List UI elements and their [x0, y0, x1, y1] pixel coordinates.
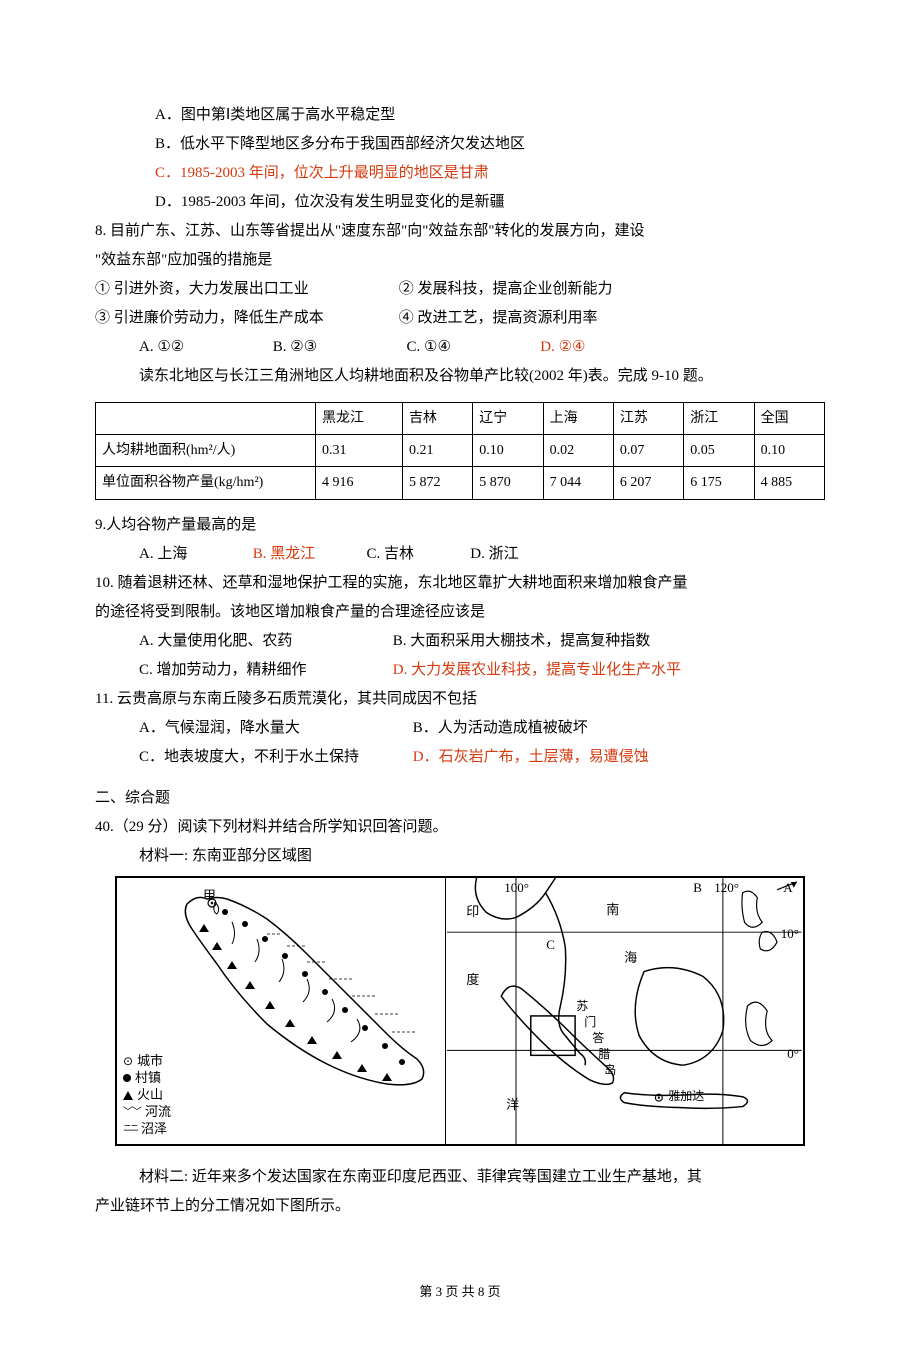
q7-option-c: C．1985-2003 年间，位次上升最明显的地区是甘肃	[95, 160, 825, 187]
material-2-line2: 产业链环节上的分工情况如下图所示。	[95, 1193, 825, 1220]
map-right-panel: 100° 120° B A 10° 0° C 印 度 洋 南 海 苏 门 答 腊…	[446, 878, 803, 1144]
q40-stem: 40.（29 分）阅读下列材料并结合所学知识回答问题。	[95, 814, 825, 841]
table-cell: 5 870	[473, 467, 543, 499]
q11-option-b: B．人为活动造成植被破坏	[413, 715, 588, 742]
volcano-symbol-icon	[123, 1091, 133, 1100]
point-a-label: A	[783, 876, 792, 899]
table-row: 单位面积谷物产量(kg/hm²) 4 916 5 872 5 870 7 044…	[96, 467, 825, 499]
sea-char-hai: 海	[624, 946, 637, 969]
q8-item-1: ① 引进外资，大力发展出口工业	[95, 276, 395, 303]
q8-item-2: ② 发展科技，提高企业创新能力	[399, 281, 613, 297]
point-b-label: B	[693, 876, 702, 899]
q11-stem: 11. 云贵高原与东南丘陵多石质荒漠化，其共同成因不包括	[95, 686, 825, 713]
q10-option-d: D. 大力发展农业科技，提高专业化生产水平	[393, 657, 681, 684]
sea-char-nan: 南	[606, 898, 619, 921]
q10-option-c: C. 增加劳动力，精耕细作	[139, 657, 389, 684]
point-c-label: C	[546, 933, 555, 956]
swamp-symbol-icon: ニニ	[123, 1123, 137, 1135]
city-symbol-icon: ⊙	[123, 1054, 133, 1070]
page-footer: 第 3 页 共 8 页	[95, 1280, 825, 1303]
q11-option-a: A．气候湿润，降水量大	[139, 715, 409, 742]
table-intro: 读东北地区与长江三角洲地区人均耕地面积及谷物单产比较(2002 年)表。完成 9…	[95, 363, 825, 390]
table-cell: 0.07	[613, 435, 683, 467]
q9-stem: 9.人均谷物产量最高的是	[95, 512, 825, 539]
table-cell: 0.10	[754, 435, 824, 467]
q8-option-a: A. ①②	[139, 334, 269, 361]
q7-option-a: A．图中第Ⅰ类地区属于高水平稳定型	[95, 102, 825, 129]
legend-river: 河流	[145, 1104, 171, 1121]
legend-swamp: 沼泽	[141, 1121, 167, 1138]
q8-item-3: ③ 引进廉价劳动力，降低生产成本	[95, 305, 395, 332]
q7-option-d: D．1985-2003 年间，位次没有发生明显变化的是新疆	[95, 189, 825, 216]
q8-stem-line1: 8. 目前广东、江苏、山东等省提出从"速度东部"向"效益东部"转化的发展方向，建…	[95, 218, 825, 245]
lon-120-label: 120°	[714, 876, 739, 899]
table-cell: 4 885	[754, 467, 824, 499]
material-2-line1: 材料二: 近年来多个发达国家在东南亚印度尼西亚、菲律宾等国建立工业生产基地，其	[95, 1164, 825, 1191]
data-table: 黑龙江 吉林 辽宁 上海 江苏 浙江 全国 人均耕地面积(hm²/人) 0.31…	[95, 402, 825, 500]
q8-option-b: B. ②③	[273, 334, 403, 361]
q9-option-d: D. 浙江	[470, 541, 518, 568]
table-cell: 6 207	[613, 467, 683, 499]
section-2-title: 二、综合题	[95, 785, 825, 812]
lat-10-label: 10°	[781, 922, 799, 945]
q10-stem-line2: 的途径将受到限制。该地区增加粮食产量的合理途径应该是	[95, 599, 825, 626]
table-header-cell: 江苏	[613, 403, 683, 435]
map-figure: 甲 ⊙城市 村镇 火山 ﹀﹀ 河流 ニニ沼泽	[115, 876, 805, 1146]
jakarta-label: 雅加达	[668, 1086, 704, 1108]
map-label-jia: 甲	[203, 884, 216, 907]
q9-option-a: A. 上海	[139, 541, 249, 568]
lon-100-label: 100°	[504, 876, 529, 899]
table-cell: 6 175	[684, 467, 754, 499]
table-header-cell: 辽宁	[473, 403, 543, 435]
q9-option-b: B. 黑龙江	[253, 541, 363, 568]
table-cell: 0.21	[402, 435, 472, 467]
table-cell: 0.02	[543, 435, 613, 467]
table-header-cell	[96, 403, 316, 435]
map-legend: ⊙城市 村镇 火山 ﹀﹀ 河流 ニニ沼泽	[123, 1053, 171, 1137]
table-cell: 人均耕地面积(hm²/人)	[96, 435, 316, 467]
q11-option-c: C．地表坡度大，不利于水土保持	[139, 744, 409, 771]
q10-option-a: A. 大量使用化肥、农药	[139, 628, 389, 655]
q10-option-b: B. 大面积采用大棚技术，提高复种指数	[393, 628, 651, 655]
q9-option-c: C. 吉林	[367, 541, 467, 568]
legend-volcano: 火山	[137, 1087, 163, 1104]
table-header-row: 黑龙江 吉林 辽宁 上海 江苏 浙江 全国	[96, 403, 825, 435]
table-header-cell: 浙江	[684, 403, 754, 435]
lat-0-label: 0°	[787, 1042, 799, 1065]
ocean-char-yin: 印	[466, 900, 479, 923]
table-cell: 5 872	[402, 467, 472, 499]
q10-stem-line1: 10. 随着退耕还林、还草和湿地保护工程的实施，东北地区靠扩大耕地面积来增加粮食…	[95, 570, 825, 597]
ocean-char-du: 度	[466, 968, 479, 991]
table-header-cell: 黑龙江	[316, 403, 403, 435]
map-left-panel: 甲 ⊙城市 村镇 火山 ﹀﹀ 河流 ニニ沼泽	[117, 878, 446, 1144]
q8-option-d: D. ②④	[540, 334, 585, 361]
table-cell: 0.05	[684, 435, 754, 467]
table-row: 人均耕地面积(hm²/人) 0.31 0.21 0.10 0.02 0.07 0…	[96, 435, 825, 467]
island-svg	[177, 884, 437, 1094]
table-cell: 0.10	[473, 435, 543, 467]
table-header-cell: 吉林	[402, 403, 472, 435]
table-cell: 4 916	[316, 467, 403, 499]
region-map-svg	[446, 878, 803, 1144]
material-1-label: 材料一: 东南亚部分区域图	[95, 843, 825, 870]
q8-stem-line2: "效益东部"应加强的措施是	[95, 247, 825, 274]
legend-city: 城市	[137, 1053, 163, 1070]
ocean-char-yang: 洋	[506, 1093, 519, 1116]
table-cell: 单位面积谷物产量(kg/hm²)	[96, 467, 316, 499]
q7-option-b: B．低水平下降型地区多分布于我国西部经济欠发达地区	[95, 131, 825, 158]
river-symbol-icon: ﹀﹀	[123, 1106, 141, 1119]
q11-option-d: D．石灰岩广布，土层薄，易遭侵蚀	[413, 744, 649, 771]
q8-option-c: C. ①④	[407, 334, 537, 361]
table-cell: 0.31	[316, 435, 403, 467]
table-header-cell: 全国	[754, 403, 824, 435]
sumatra-char-dao: 岛	[604, 1060, 616, 1082]
village-symbol-icon	[123, 1074, 131, 1082]
q8-item-4: ④ 改进工艺，提高资源利用率	[399, 310, 598, 326]
table-cell: 7 044	[543, 467, 613, 499]
table-header-cell: 上海	[543, 403, 613, 435]
legend-village: 村镇	[135, 1070, 161, 1087]
